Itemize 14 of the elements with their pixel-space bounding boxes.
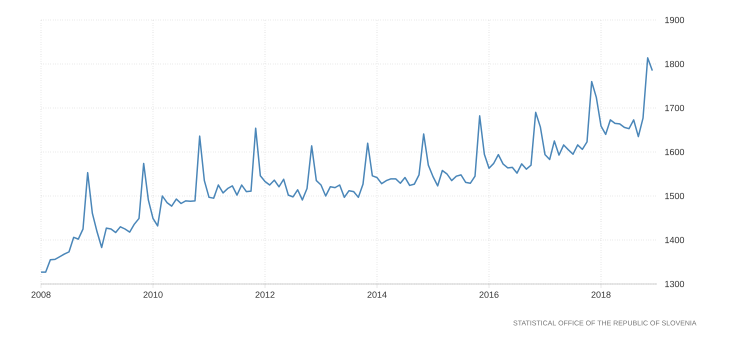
x-tick-label: 2012	[255, 292, 275, 298]
y-tick-label: 1900	[665, 16, 684, 24]
y-tick-label: 1800	[665, 60, 684, 68]
x-tick-label: 2008	[31, 292, 51, 298]
line-series	[40, 57, 654, 273]
x-tick-label: 2016	[479, 292, 499, 298]
y-tick-label: 1700	[665, 104, 684, 112]
y-tick-label: 1300	[665, 280, 684, 288]
x-tick-label: 2014	[367, 292, 387, 298]
y-tick-label: 1400	[665, 236, 684, 244]
y-tick-label: 1500	[665, 192, 684, 200]
y-tick-label: 1600	[665, 148, 684, 156]
x-tick-label: 2010	[143, 292, 163, 298]
x-tick-label: 2018	[591, 292, 611, 298]
